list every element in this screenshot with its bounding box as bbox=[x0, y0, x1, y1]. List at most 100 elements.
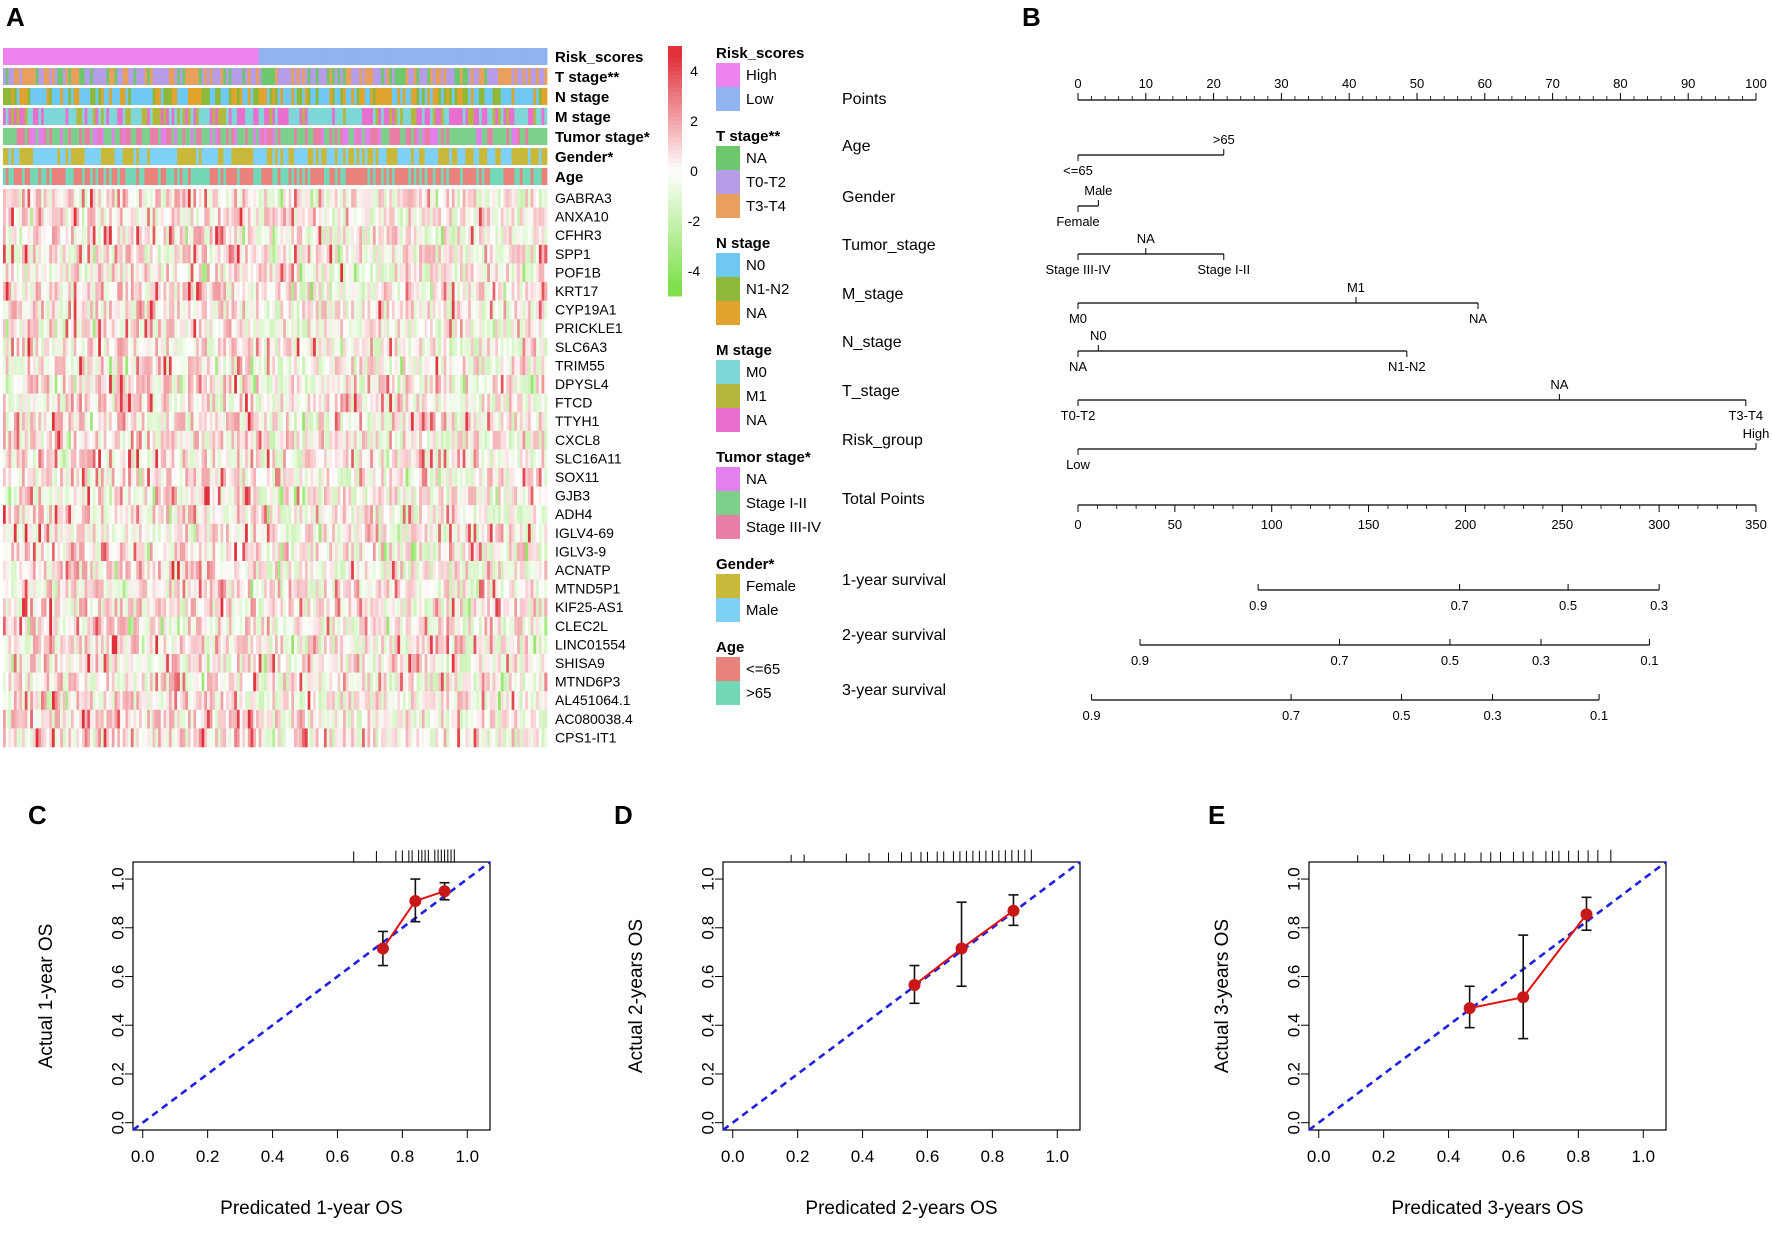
annotation-cell bbox=[144, 48, 148, 65]
heatmap-cell bbox=[421, 244, 425, 264]
annotation-cell bbox=[166, 88, 170, 105]
annotation-cell bbox=[81, 48, 85, 65]
annotation-cell bbox=[381, 148, 385, 165]
heatmap-cell bbox=[402, 207, 406, 227]
heatmap-cell bbox=[65, 505, 69, 525]
heatmap-cell bbox=[353, 486, 357, 506]
annotation-cell bbox=[275, 108, 279, 125]
annotation-cell bbox=[378, 108, 382, 125]
heatmap-cell bbox=[381, 486, 385, 506]
annotation-cell bbox=[457, 128, 461, 145]
annotation-cell bbox=[468, 88, 472, 105]
annotation-cell bbox=[76, 168, 80, 185]
heatmap-cell bbox=[459, 468, 464, 487]
heatmap-cell bbox=[190, 189, 194, 208]
annotation-cell bbox=[435, 48, 439, 65]
heatmap-cell bbox=[481, 356, 485, 376]
heatmap-cell bbox=[332, 505, 336, 525]
heatmap-cell bbox=[16, 282, 20, 301]
annotation-cell bbox=[533, 128, 537, 145]
heatmap-cell bbox=[541, 207, 545, 227]
heatmap-cell bbox=[245, 375, 249, 394]
annotation-cell bbox=[530, 168, 534, 185]
heatmap-cell bbox=[280, 300, 284, 320]
heatmap-cell bbox=[459, 189, 464, 208]
annotation-cell bbox=[438, 168, 442, 185]
annotation-cell bbox=[3, 88, 7, 105]
heatmap-cell bbox=[285, 356, 289, 376]
heatmap-cell bbox=[332, 430, 336, 450]
annotation-cell bbox=[258, 108, 262, 125]
heatmap-cell bbox=[81, 412, 85, 432]
annotation-cell bbox=[446, 48, 450, 65]
heatmap-cell bbox=[272, 505, 276, 525]
heatmap-cell bbox=[275, 449, 279, 469]
heatmap-cell bbox=[416, 319, 420, 339]
annotation-cell bbox=[430, 108, 434, 125]
annotation-cell bbox=[220, 88, 224, 105]
heatmap-cell bbox=[288, 282, 292, 301]
heatmap-cell bbox=[536, 189, 540, 208]
heatmap-cell bbox=[90, 468, 94, 487]
annotation-cell bbox=[19, 148, 23, 165]
annotation-cell bbox=[315, 88, 319, 105]
heatmap-cell bbox=[122, 207, 126, 227]
heatmap-cell bbox=[114, 282, 118, 301]
heatmap-cell bbox=[119, 430, 124, 450]
heatmap-cell bbox=[495, 393, 499, 413]
annotation-cell bbox=[166, 108, 170, 125]
heatmap-cell bbox=[168, 486, 173, 506]
heatmap-cell bbox=[182, 356, 186, 376]
annotation-cell bbox=[383, 128, 387, 145]
heatmap-cell bbox=[68, 393, 72, 413]
heatmap-cell bbox=[174, 449, 178, 469]
heatmap-cell bbox=[435, 300, 439, 320]
heatmap-cell bbox=[92, 300, 96, 320]
heatmap-cell bbox=[541, 244, 545, 264]
heatmap-cell bbox=[168, 244, 173, 264]
heatmap-cell bbox=[277, 430, 281, 450]
annotation-cell bbox=[332, 168, 336, 185]
heatmap-cell bbox=[459, 412, 464, 432]
heatmap-cell bbox=[313, 505, 317, 525]
heatmap-cell bbox=[209, 449, 213, 469]
heatmap-cell bbox=[413, 468, 417, 487]
heatmap-cell bbox=[481, 244, 485, 264]
heatmap-cell bbox=[8, 412, 12, 432]
annotation-cell bbox=[187, 88, 192, 105]
heatmap-cell bbox=[92, 282, 96, 301]
heatmap-cell bbox=[465, 337, 469, 357]
heatmap-cell bbox=[41, 244, 45, 264]
annotation-cell bbox=[168, 128, 173, 145]
heatmap-cell bbox=[236, 226, 241, 246]
heatmap-cell bbox=[353, 468, 357, 487]
heatmap-cell bbox=[228, 300, 232, 320]
heatmap-cell bbox=[495, 412, 499, 432]
annotation-cell bbox=[318, 108, 322, 125]
heatmap-cell bbox=[402, 189, 406, 208]
gene-label: SLC6A3 bbox=[555, 339, 607, 355]
heatmap-cell bbox=[527, 207, 532, 227]
heatmap-cell bbox=[204, 486, 208, 506]
annotation-cell bbox=[68, 108, 72, 125]
heatmap-cell bbox=[294, 337, 298, 357]
annotation-cell bbox=[370, 148, 374, 165]
heatmap-cell bbox=[313, 244, 317, 264]
heatmap-cell bbox=[109, 207, 113, 227]
heatmap-cell bbox=[209, 337, 213, 357]
heatmap-cell bbox=[128, 337, 132, 357]
heatmap-cell bbox=[144, 468, 148, 487]
heatmap-cell bbox=[19, 207, 23, 227]
annotation-cell bbox=[394, 68, 398, 85]
heatmap-cell bbox=[283, 319, 287, 339]
heatmap-cell bbox=[264, 319, 268, 339]
annotation-cell bbox=[489, 128, 493, 145]
heatmap-cell bbox=[318, 393, 322, 413]
heatmap-cell bbox=[299, 189, 303, 208]
heatmap-cell bbox=[432, 263, 436, 283]
heatmap-cell bbox=[362, 412, 366, 432]
heatmap-cell bbox=[440, 207, 445, 227]
heatmap-cell bbox=[128, 282, 132, 301]
heatmap-cell bbox=[345, 375, 349, 394]
heatmap-cell bbox=[449, 337, 453, 357]
